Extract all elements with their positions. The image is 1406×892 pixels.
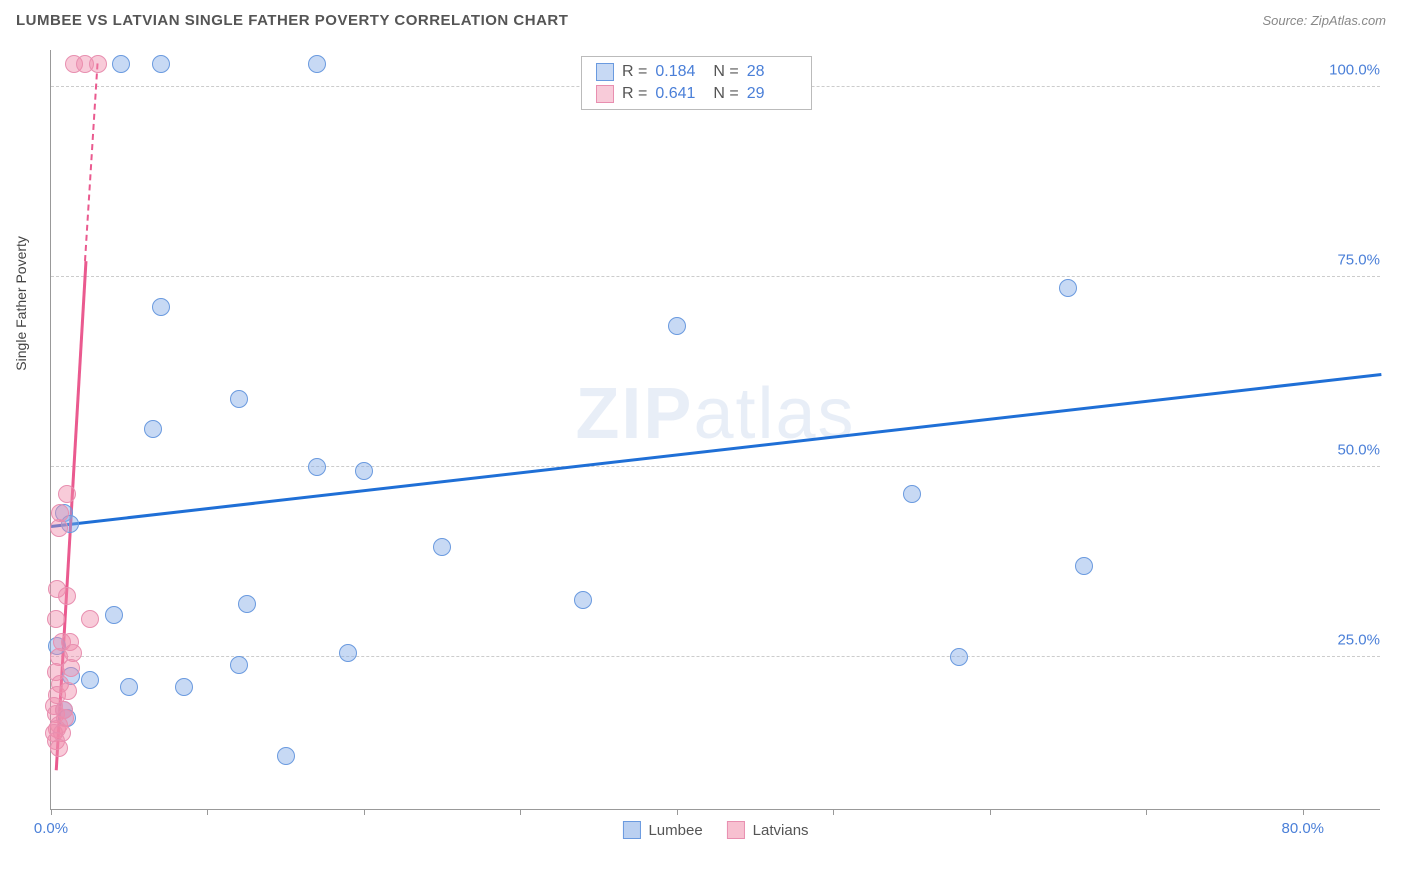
x-tick [1146, 809, 1147, 815]
stat-n-value: 28 [747, 63, 797, 81]
data-point [308, 458, 326, 476]
stat-r-value: 0.184 [655, 63, 705, 81]
watermark: ZIPatlas [575, 373, 855, 455]
legend-label: Latvians [753, 822, 809, 839]
source-attribution: Source: ZipAtlas.com [1262, 13, 1386, 28]
legend-swatch [727, 821, 745, 839]
data-point [175, 678, 193, 696]
scatter-chart: Single Father Poverty ZIPatlas 25.0%50.0… [50, 50, 1380, 810]
trend-line [84, 63, 99, 261]
x-tick [677, 809, 678, 815]
trend-line [51, 373, 1381, 527]
stats-box: R = 0.184 N = 28 R = 0.641 N = 29 [581, 56, 812, 110]
series-swatch [596, 85, 614, 103]
x-tick-label: 0.0% [34, 820, 68, 837]
stats-row: R = 0.641 N = 29 [596, 83, 797, 105]
legend-swatch [622, 821, 640, 839]
x-tick [364, 809, 365, 815]
series-swatch [596, 63, 614, 81]
data-point [59, 682, 77, 700]
data-point [81, 671, 99, 689]
x-tick [51, 809, 52, 815]
data-point [230, 390, 248, 408]
data-point [903, 485, 921, 503]
data-point [574, 591, 592, 609]
data-point [1075, 557, 1093, 575]
stat-n-value: 29 [747, 85, 797, 103]
x-tick [990, 809, 991, 815]
gridline [51, 466, 1380, 467]
data-point [230, 656, 248, 674]
data-point [50, 739, 68, 757]
data-point [50, 519, 68, 537]
x-tick [520, 809, 521, 815]
chart-title: LUMBEE VS LATVIAN SINGLE FATHER POVERTY … [16, 12, 568, 29]
stat-n-label: N = [713, 63, 738, 81]
data-point [47, 610, 65, 628]
data-point [1059, 279, 1077, 297]
y-tick-label: 50.0% [1333, 442, 1384, 459]
data-point [144, 420, 162, 438]
stat-r-label: R = [622, 85, 647, 103]
y-tick-label: 100.0% [1325, 62, 1384, 79]
x-tick [833, 809, 834, 815]
data-point [58, 587, 76, 605]
stat-r-value: 0.641 [655, 85, 705, 103]
data-point [277, 747, 295, 765]
data-point [105, 606, 123, 624]
y-tick-label: 25.0% [1333, 632, 1384, 649]
legend: Lumbee Latvians [622, 821, 808, 839]
gridline [51, 656, 1380, 657]
stats-row: R = 0.184 N = 28 [596, 61, 797, 83]
legend-item: Lumbee [622, 821, 702, 839]
legend-item: Latvians [727, 821, 809, 839]
data-point [120, 678, 138, 696]
data-point [58, 485, 76, 503]
stat-n-label: N = [713, 85, 738, 103]
stat-r-label: R = [622, 63, 647, 81]
data-point [433, 538, 451, 556]
data-point [238, 595, 256, 613]
data-point [81, 610, 99, 628]
x-tick-label: 80.0% [1281, 820, 1324, 837]
data-point [62, 659, 80, 677]
y-tick-label: 75.0% [1333, 252, 1384, 269]
data-point [355, 462, 373, 480]
data-point [950, 648, 968, 666]
gridline [51, 276, 1380, 277]
data-point [339, 644, 357, 662]
data-point [668, 317, 686, 335]
x-tick [207, 809, 208, 815]
data-point [152, 298, 170, 316]
data-point [112, 55, 130, 73]
data-point [308, 55, 326, 73]
x-tick [1303, 809, 1304, 815]
data-point [152, 55, 170, 73]
y-axis-title: Single Father Poverty [13, 236, 29, 371]
legend-label: Lumbee [648, 822, 702, 839]
data-point [89, 55, 107, 73]
